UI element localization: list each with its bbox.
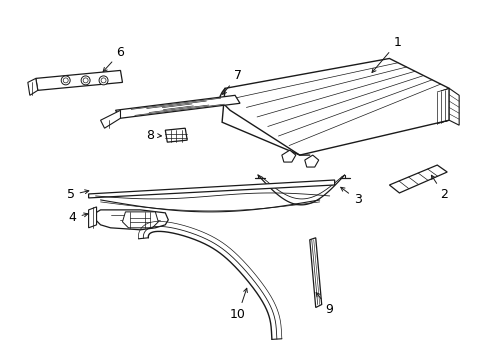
Polygon shape <box>28 78 38 95</box>
Text: 7: 7 <box>222 69 242 94</box>
Circle shape <box>101 78 106 83</box>
Circle shape <box>99 76 108 85</box>
Circle shape <box>61 76 70 85</box>
Polygon shape <box>88 180 334 198</box>
Polygon shape <box>165 128 187 142</box>
Polygon shape <box>388 165 447 193</box>
Polygon shape <box>448 88 458 125</box>
Circle shape <box>63 78 68 83</box>
Polygon shape <box>309 238 321 307</box>
Text: 3: 3 <box>340 187 361 206</box>
Polygon shape <box>88 207 96 228</box>
Circle shape <box>83 78 88 83</box>
Polygon shape <box>95 210 168 230</box>
Polygon shape <box>281 150 295 162</box>
Polygon shape <box>222 58 448 155</box>
Text: 10: 10 <box>230 288 247 321</box>
Polygon shape <box>115 95 240 118</box>
Polygon shape <box>101 110 120 128</box>
Circle shape <box>81 76 90 85</box>
Text: 2: 2 <box>430 175 447 202</box>
Text: 4: 4 <box>69 211 88 224</box>
Polygon shape <box>122 212 158 228</box>
Text: 1: 1 <box>371 36 401 72</box>
Text: 8: 8 <box>146 129 161 142</box>
Text: 9: 9 <box>316 293 333 316</box>
Text: 5: 5 <box>66 188 89 202</box>
Polygon shape <box>304 155 318 167</box>
Polygon shape <box>36 71 122 90</box>
Text: 6: 6 <box>103 46 124 72</box>
